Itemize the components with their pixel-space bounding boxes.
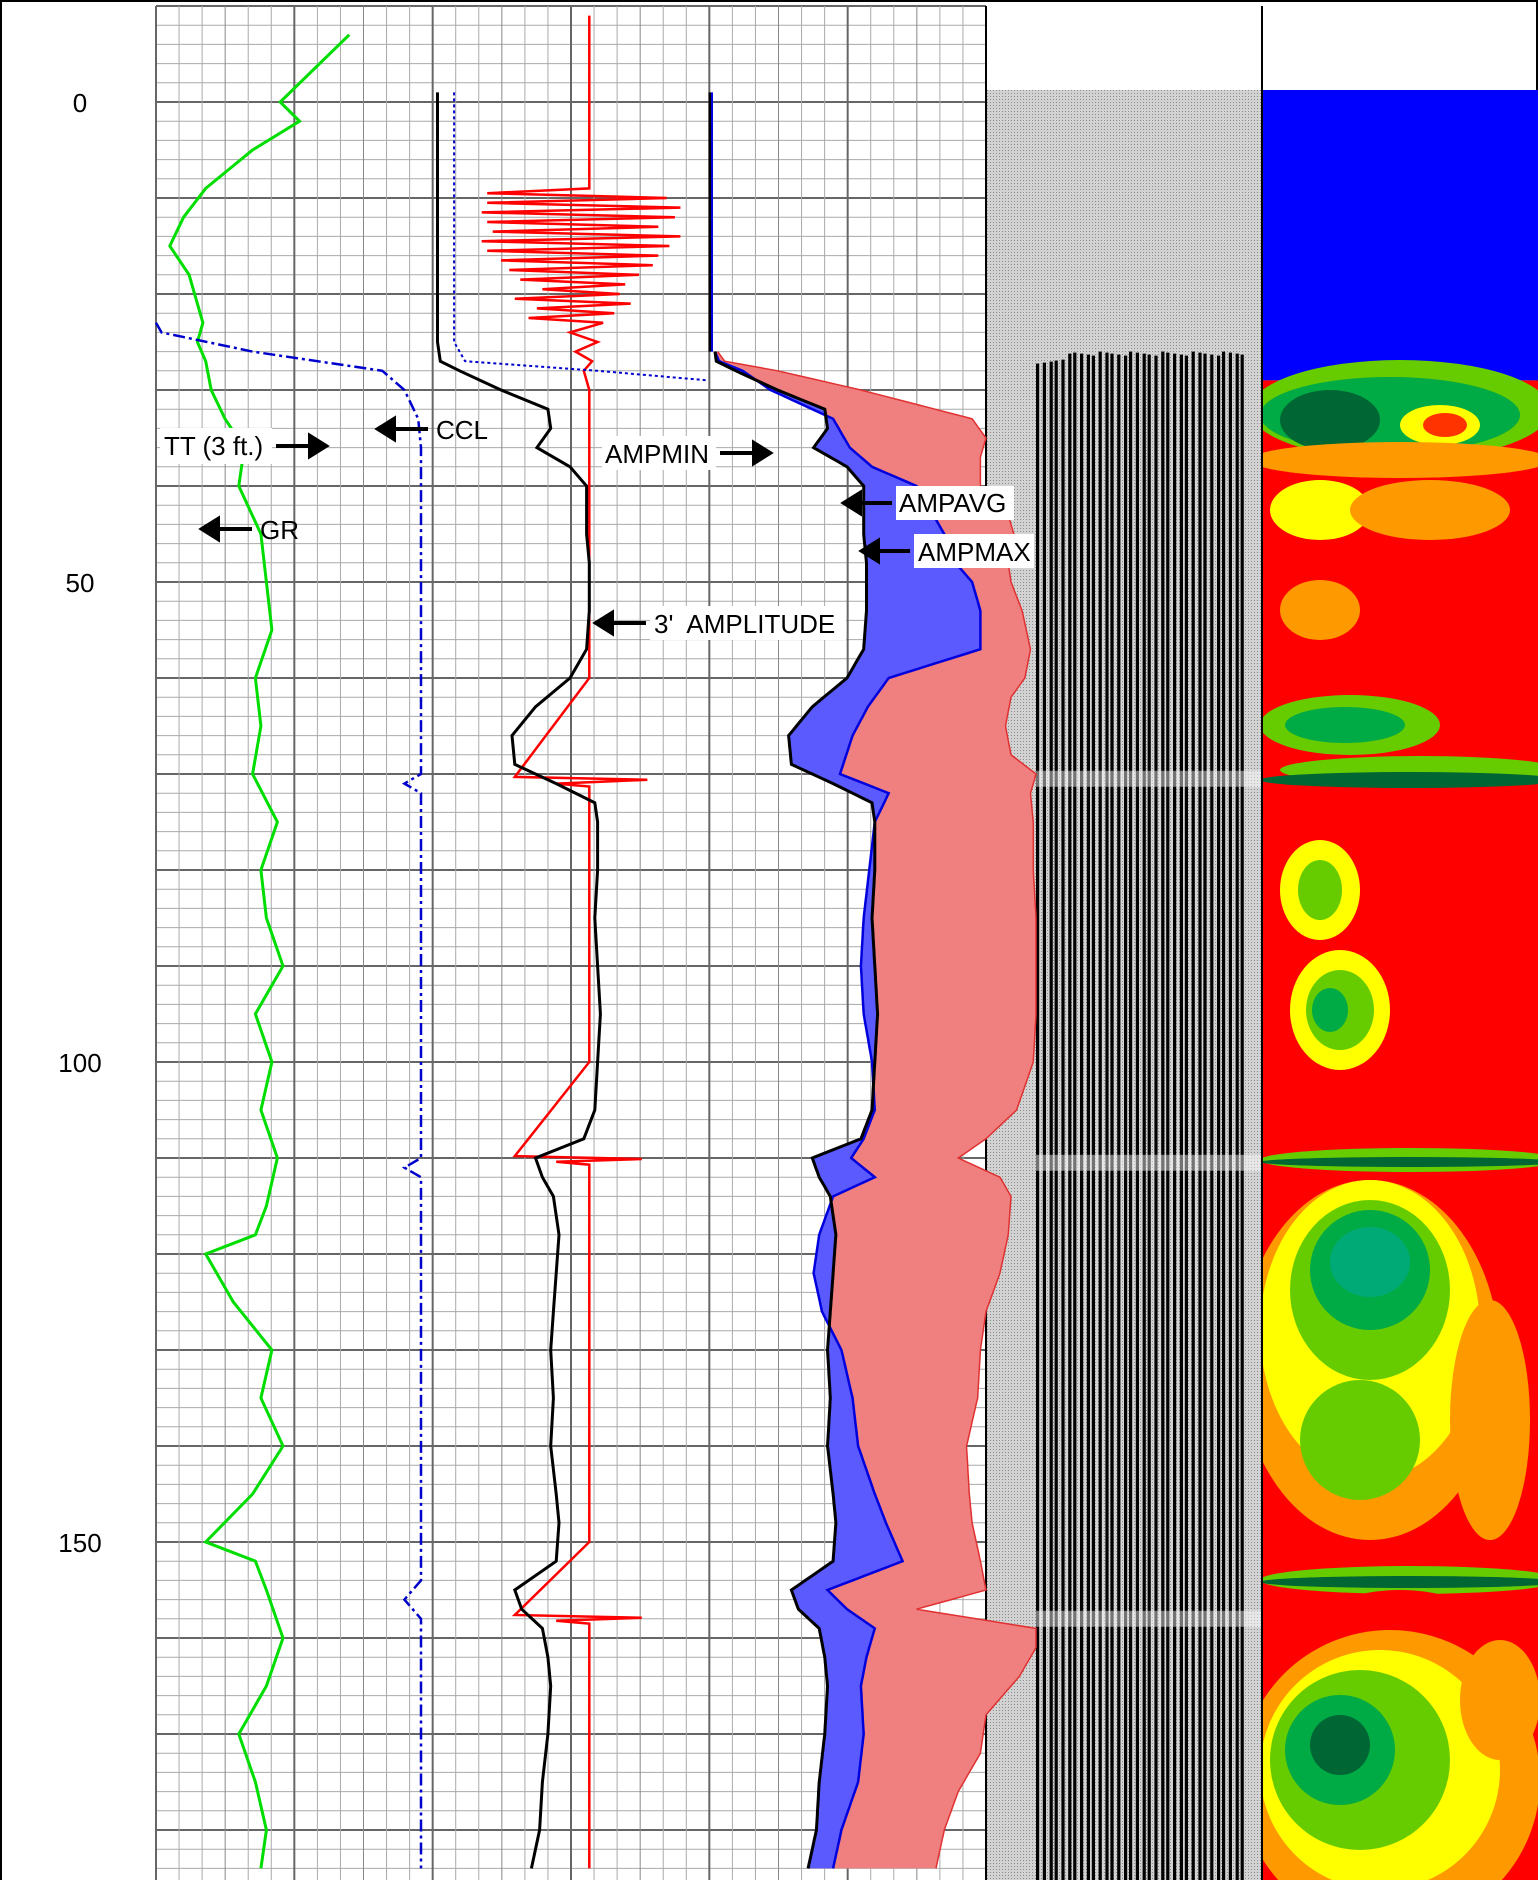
ampmax-curve <box>717 351 1037 1869</box>
depth-label-150: 150 <box>58 1528 101 1558</box>
map-zone <box>1423 413 1467 437</box>
depth-label-50: 50 <box>66 568 95 598</box>
map-zone <box>1330 1227 1410 1297</box>
ampmax-label-bg <box>914 534 1034 568</box>
vdl-trace <box>1142 353 1146 1880</box>
vdl-trace <box>1086 354 1090 1880</box>
depth-label-0: 0 <box>73 88 87 118</box>
vdl-break <box>1036 1610 1262 1627</box>
vdl-trace <box>1173 353 1177 1880</box>
amplitude-arrow <box>592 609 646 637</box>
log-curves <box>154 15 1037 1869</box>
gr-arrow <box>198 515 252 543</box>
vdl-trace <box>1061 359 1065 1880</box>
ampmin-arrow <box>720 439 774 467</box>
ampavg-arrow <box>840 489 892 517</box>
vdl-trace <box>1203 353 1207 1880</box>
map-zone <box>1350 480 1510 540</box>
ampavg-curve <box>713 351 880 1869</box>
vdl-trace <box>1054 360 1058 1880</box>
ccl-curve <box>481 15 681 1869</box>
vdl-trace <box>1124 355 1128 1880</box>
map-zone <box>1300 1380 1420 1500</box>
map-water-zone <box>1262 90 1538 381</box>
vdl-trace <box>1068 353 1072 1880</box>
ampmin-curve <box>713 351 982 1869</box>
vdl-trace <box>1154 355 1158 1880</box>
map-zone <box>1280 580 1360 640</box>
vdl-trace <box>1161 351 1165 1880</box>
vdl-trace <box>1117 354 1121 1880</box>
tt-label: TT (3 ft.) <box>164 431 263 461</box>
vdl-break <box>1036 770 1262 787</box>
vdl-break <box>1036 1154 1262 1171</box>
ccl-label: CCL <box>436 415 488 445</box>
vdl-trace <box>1098 351 1102 1880</box>
map-zone <box>1262 442 1538 478</box>
map-zone <box>1280 390 1380 450</box>
vdl-waveforms <box>1036 351 1262 1880</box>
vdl-trace <box>1080 353 1084 1880</box>
amplitude-label: 3' AMPLITUDE <box>654 609 835 639</box>
vdl-trace <box>1222 351 1226 1880</box>
map-zone <box>1460 1640 1538 1760</box>
tt-curve <box>154 322 423 1869</box>
tt-arrow <box>276 432 330 460</box>
cement-map-panel <box>1262 90 1538 1880</box>
vdl-trace <box>1147 354 1151 1880</box>
vdl-trace <box>1110 353 1114 1880</box>
vdl-trace <box>1198 352 1202 1880</box>
vdl-trace <box>1135 352 1139 1880</box>
map-zone <box>1330 1590 1470 1640</box>
map-zone <box>1270 480 1370 540</box>
vdl-panel <box>986 90 1262 1880</box>
ccl-arrow <box>374 415 428 443</box>
vdl-trace <box>1073 352 1077 1880</box>
vdl-trace <box>1049 361 1053 1880</box>
map-zone <box>1285 707 1405 743</box>
map-zone <box>1262 772 1538 788</box>
tt-label-bg <box>160 428 272 464</box>
ampmin-label: AMPMIN <box>605 439 709 469</box>
map-zone <box>1312 988 1348 1032</box>
map-zone <box>1262 1157 1538 1167</box>
vdl-trace <box>1179 354 1183 1880</box>
vdl-trace <box>1228 352 1232 1880</box>
vdl-trace <box>1184 355 1188 1880</box>
gr-label: GR <box>260 515 299 545</box>
amplitude-curve <box>436 92 602 1869</box>
gr-curve <box>168 33 351 1869</box>
map-zone <box>1262 1576 1538 1588</box>
map-zone <box>1298 860 1342 920</box>
ampmin-fill <box>715 351 981 1869</box>
ampmax-arrow <box>858 537 910 565</box>
depth-label-100: 100 <box>58 1048 101 1078</box>
ampavg-label-bg <box>896 486 1014 520</box>
vdl-trace <box>1166 352 1170 1880</box>
vdl-trace <box>1042 362 1046 1880</box>
vdl-trace <box>1240 354 1244 1880</box>
vdl-trace <box>1091 355 1095 1880</box>
amplitude-label-bg <box>650 606 846 640</box>
vdl-trace <box>1191 351 1195 1880</box>
vdl-trace <box>1235 353 1239 1880</box>
vdl-trace <box>1129 351 1133 1880</box>
ampmax-label: AMPMAX <box>918 537 1031 567</box>
ampavg-label: AMPAVG <box>899 488 1006 518</box>
map-zone <box>1450 1300 1530 1540</box>
depth-axis: 0 50 100 150 <box>58 88 101 1558</box>
vdl-trace <box>1105 352 1109 1880</box>
curve-annotations: TT (3 ft.) CCL GR AMPMIN AMPAVG AMPMAX 3… <box>160 415 1034 640</box>
ampmin-label-bg <box>602 436 716 470</box>
map-zone <box>1310 1715 1370 1775</box>
vdl-trace <box>1036 363 1040 1880</box>
vdl-trace <box>1210 354 1214 1880</box>
vdl-trace <box>1217 355 1221 1880</box>
tt-dotted-curve <box>453 92 709 382</box>
